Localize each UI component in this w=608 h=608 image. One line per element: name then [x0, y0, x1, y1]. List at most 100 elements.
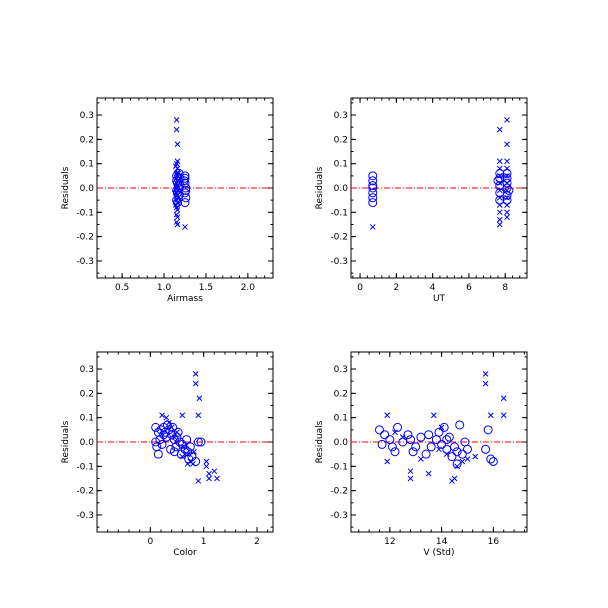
point-circle-marker	[171, 442, 181, 452]
point-cross-marker	[203, 463, 210, 470]
x-tick-label: 1.0	[157, 283, 172, 293]
y-tick-label: -0.1	[76, 462, 94, 472]
y-tick-label: 0.2	[80, 135, 94, 145]
point-circle-marker	[437, 439, 447, 449]
point-circle-marker	[151, 437, 161, 447]
y-axis-title: Residuals	[61, 420, 71, 463]
point-cross-marker	[451, 475, 458, 482]
point-circle-marker	[502, 183, 512, 193]
point-circle-marker	[185, 442, 195, 452]
y-tick-label: 0.0	[334, 184, 349, 194]
point-circle-marker	[442, 435, 452, 445]
point-circle-marker	[444, 432, 454, 442]
point-circle-marker	[481, 444, 491, 454]
point-circle-marker	[390, 447, 400, 457]
point-circle-marker	[159, 422, 169, 432]
point-circle-marker	[406, 435, 416, 445]
point-circle-marker	[155, 435, 165, 445]
x-tick-label: 1	[201, 537, 207, 547]
point-cross-marker	[496, 165, 503, 172]
point-circle-marker	[502, 173, 512, 183]
residual-plot-4: 12 14 16 -0.3 -0.2 -0.1 0.0 0.1 0.2 0.3 V (Std) Res…	[315, 351, 528, 558]
y-tick-label: 0.2	[334, 389, 348, 399]
point-circle-marker	[174, 168, 184, 178]
point-circle-marker	[457, 449, 467, 459]
x-axis-title: UT	[433, 294, 446, 304]
point-cross-marker	[384, 458, 391, 465]
point-circle-marker	[447, 452, 457, 462]
point-circle-marker	[173, 427, 183, 437]
point-cross-marker	[174, 221, 181, 228]
point-cross-marker	[504, 214, 510, 221]
point-circle-marker	[450, 442, 460, 452]
point-circle-marker	[403, 430, 413, 440]
point-circle-marker	[416, 432, 426, 442]
point-circle-marker	[387, 442, 397, 452]
point-circle-marker	[191, 456, 201, 466]
y-tick-label: 0.3	[80, 111, 94, 121]
point-circle-marker	[434, 427, 444, 437]
point-circle-marker	[180, 198, 190, 208]
point-cross-marker	[192, 380, 199, 387]
point-cross-marker	[195, 478, 202, 484]
y-tick-label: 0.0	[334, 438, 349, 448]
x-tick-label: 16	[488, 537, 500, 547]
point-cross-marker	[504, 117, 510, 123]
point-circle-marker	[368, 171, 378, 181]
point-circle-marker	[424, 430, 434, 440]
point-cross-marker	[504, 202, 510, 208]
point-cross-marker	[496, 158, 503, 165]
x-tick-label: 2.0	[241, 283, 256, 293]
y-tick-label: -0.1	[330, 462, 348, 472]
point-circle-marker	[495, 195, 505, 205]
point-cross-marker	[407, 468, 414, 475]
point-cross-marker	[196, 395, 203, 402]
point-cross-marker	[174, 141, 181, 148]
point-cross-marker	[504, 165, 510, 172]
point-cross-marker	[482, 380, 489, 387]
point-circle-marker	[502, 190, 512, 200]
point-circle-marker	[182, 435, 192, 445]
x-tick-label: 0.5	[115, 283, 129, 293]
point-circle-marker	[368, 198, 378, 208]
y-tick-label: 0.3	[334, 111, 348, 121]
point-cross-marker	[496, 209, 503, 216]
point-circle-marker	[411, 442, 421, 452]
point-circle-marker	[374, 425, 384, 435]
y-axis-title: Residuals	[61, 166, 71, 209]
point-cross-marker	[436, 446, 442, 453]
point-cross-marker	[496, 216, 503, 223]
x-axis-title: Airmass	[167, 294, 203, 304]
residual-plot-3: 0 1 2 -0.3 -0.2 -0.1 0.0 0.1 0.2 0.3 Color Residual…	[61, 351, 274, 558]
point-circle-marker	[452, 447, 462, 457]
point-cross-marker	[496, 221, 503, 228]
point-circle-marker	[502, 168, 512, 178]
x-tick-label: 2	[254, 537, 260, 547]
y-tick-label: -0.1	[330, 208, 348, 218]
y-tick-label: 0.0	[80, 438, 95, 448]
point-circle-marker	[196, 437, 206, 447]
x-tick-label: 12	[384, 537, 395, 547]
point-circle-marker	[157, 439, 167, 449]
y-tick-label: 0.1	[334, 160, 348, 170]
x-tick-label: 8	[502, 283, 508, 293]
point-circle-marker	[377, 439, 387, 449]
residual-plot-2: 0 2 4 6 8 -0.3 -0.2 -0.1 0.0 0.1 0.2 0.3 UT Residuals	[315, 97, 528, 304]
y-tick-label: 0.2	[80, 389, 94, 399]
point-cross-marker	[438, 424, 445, 431]
point-cross-marker	[173, 126, 180, 133]
point-cross-marker	[179, 412, 186, 419]
point-cross-marker	[163, 414, 170, 421]
point-cross-marker	[464, 456, 471, 462]
point-circle-marker	[181, 193, 191, 203]
point-circle-marker	[504, 185, 514, 195]
point-cross-marker	[500, 412, 507, 419]
point-cross-marker	[407, 475, 414, 482]
point-circle-marker	[393, 422, 403, 432]
point-cross-marker	[504, 158, 510, 165]
point-circle-marker	[502, 195, 512, 205]
point-cross-marker	[487, 412, 494, 419]
point-circle-marker	[153, 449, 163, 459]
point-circle-marker	[421, 449, 431, 459]
